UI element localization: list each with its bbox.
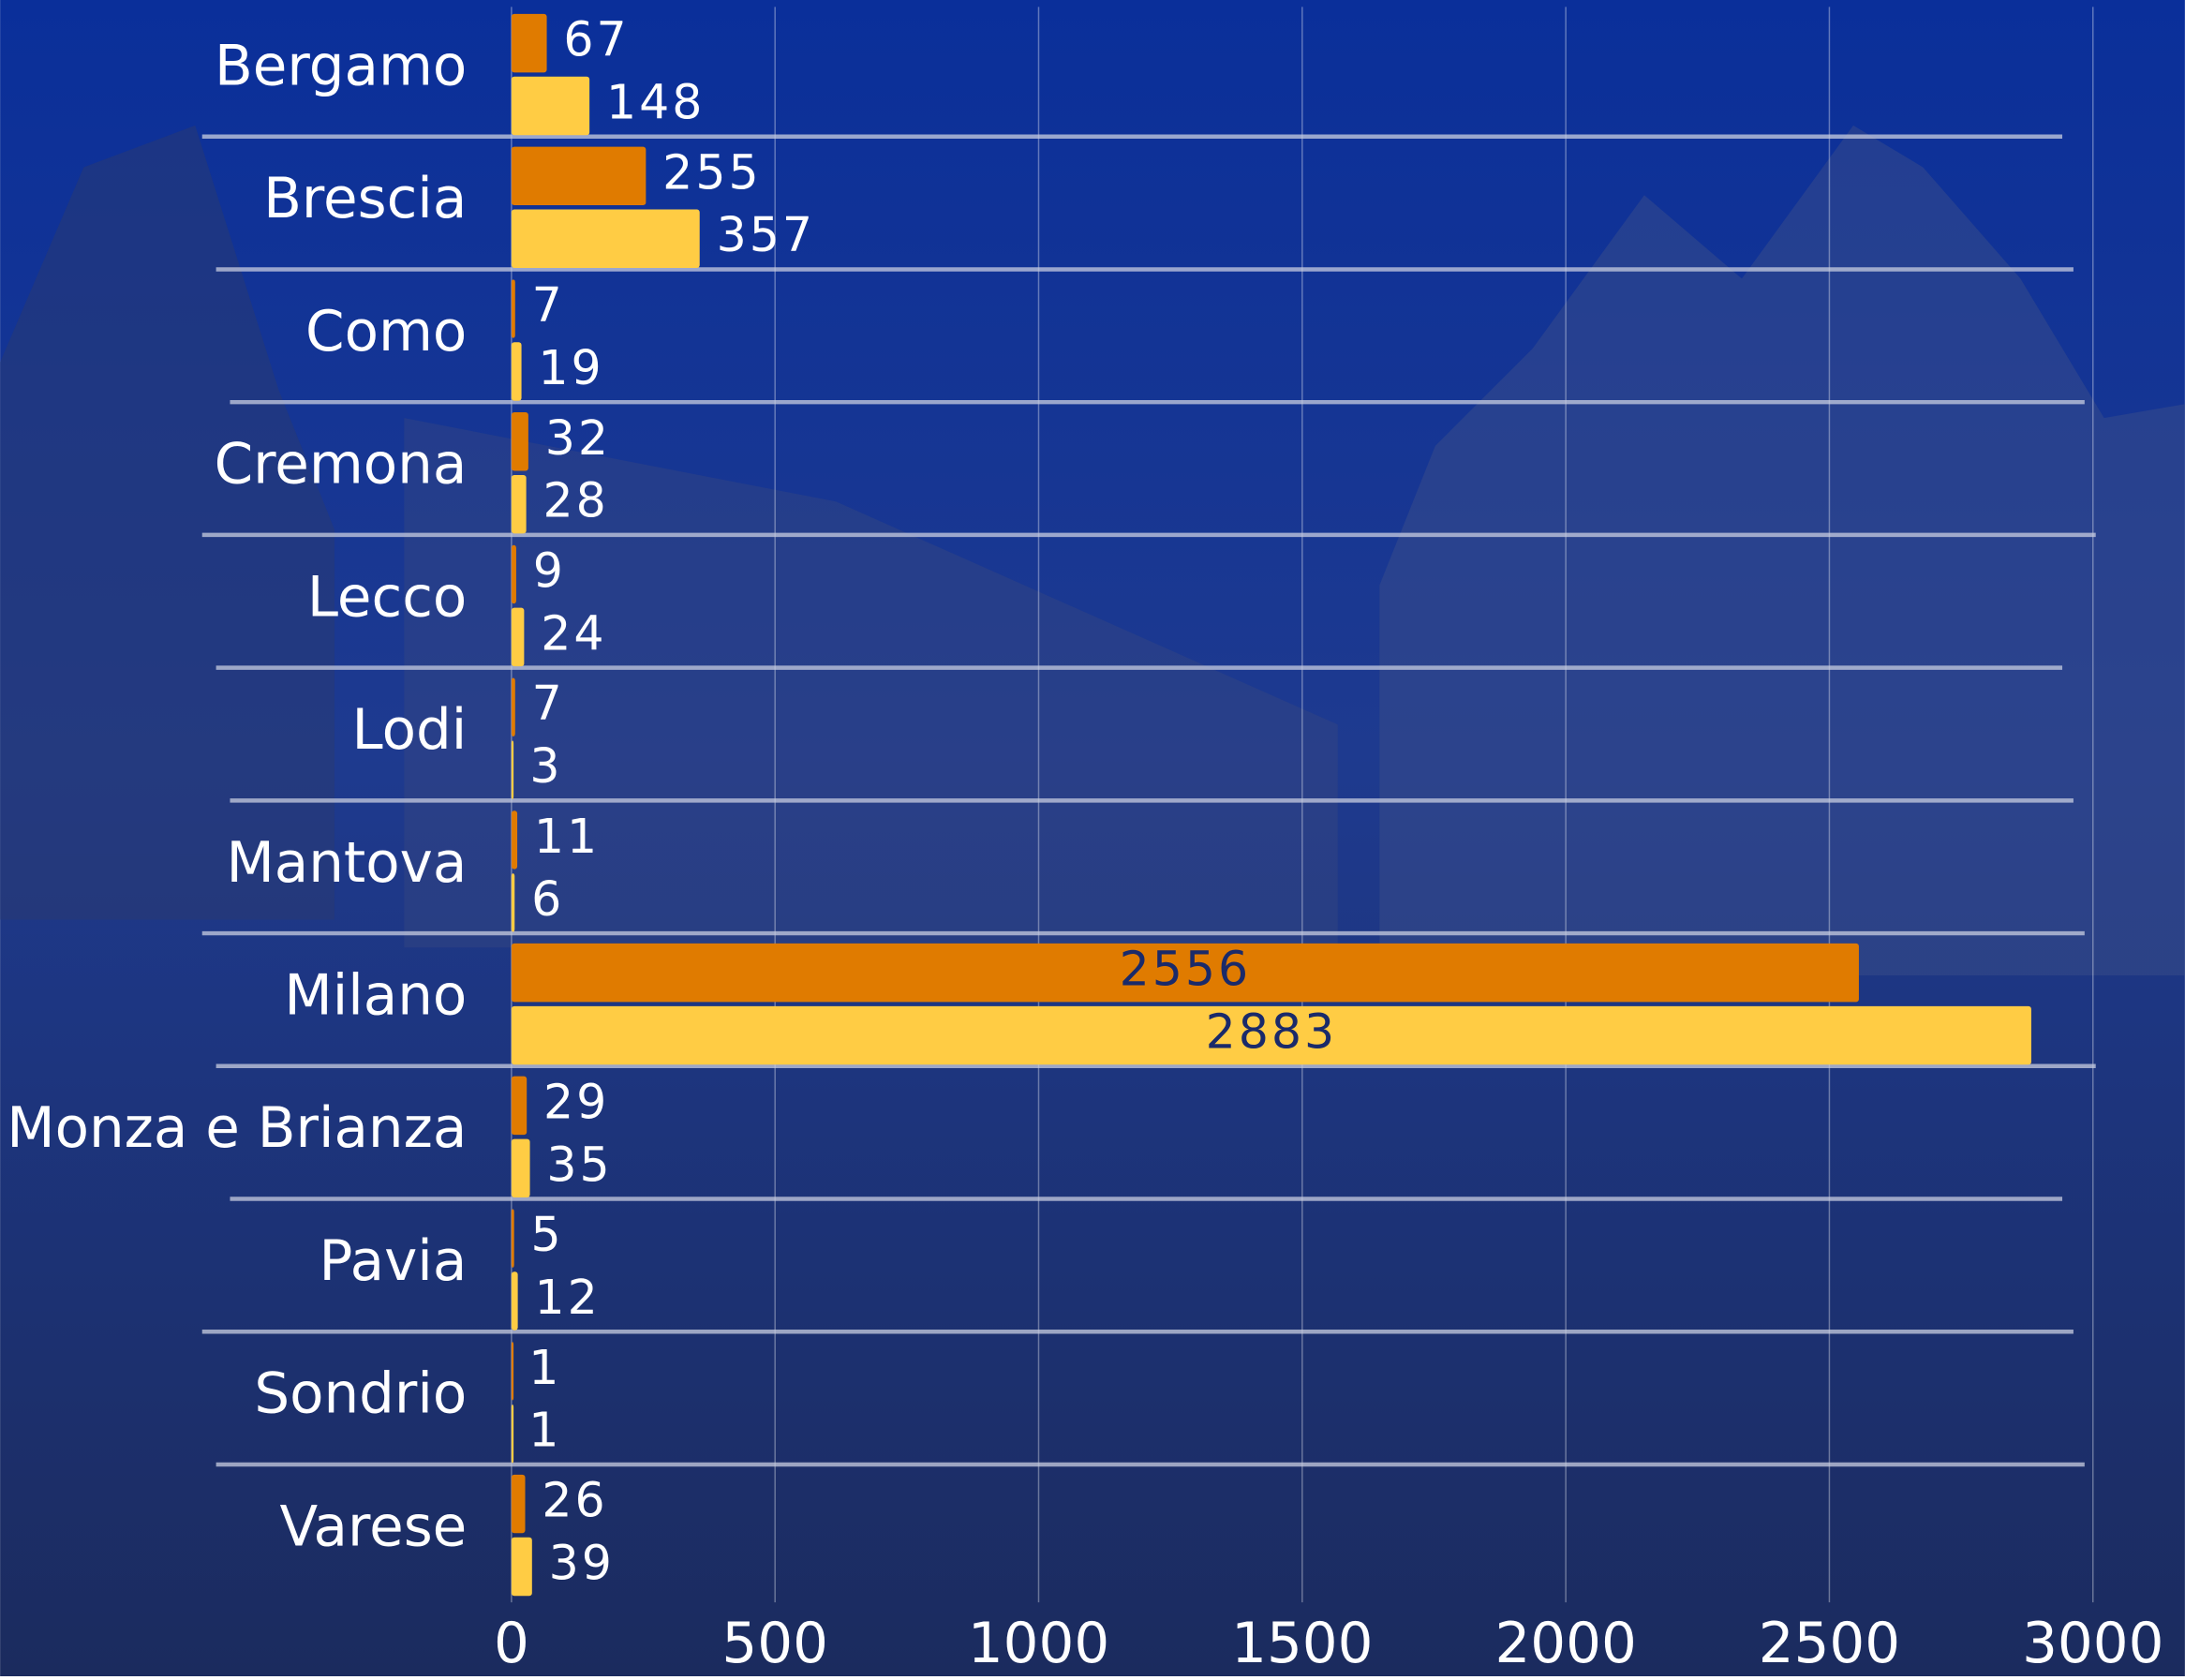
bar bbox=[512, 77, 589, 135]
bar bbox=[512, 1405, 513, 1463]
category-label: Pavia bbox=[319, 1229, 467, 1294]
category-label: Lecco bbox=[307, 565, 467, 630]
value-label: 24 bbox=[541, 605, 606, 661]
category-label: Monza e Brianza bbox=[7, 1096, 467, 1161]
bar bbox=[512, 1538, 532, 1596]
bar bbox=[512, 608, 525, 666]
category-label: Cremona bbox=[215, 433, 468, 498]
x-tick-label: 1500 bbox=[1231, 1612, 1373, 1676]
value-label: 6 bbox=[531, 871, 564, 927]
value-label: 67 bbox=[563, 12, 629, 67]
value-label: 35 bbox=[546, 1137, 612, 1192]
x-tick-label: 1000 bbox=[968, 1612, 1109, 1676]
bar bbox=[512, 147, 646, 205]
value-label: 357 bbox=[717, 207, 815, 262]
value-label: 148 bbox=[606, 75, 705, 130]
x-tick-label: 2500 bbox=[1759, 1612, 1900, 1676]
bar bbox=[512, 1271, 518, 1330]
bar bbox=[512, 279, 515, 337]
bar bbox=[512, 545, 516, 603]
value-label: 32 bbox=[545, 410, 611, 466]
value-label: 3 bbox=[529, 738, 562, 794]
category-label: Como bbox=[305, 300, 467, 364]
value-label: 28 bbox=[543, 473, 608, 528]
value-label: 1 bbox=[528, 1403, 561, 1458]
page: 0 500 1000 1500 2000 2500 3000 Bergamo Brescia Co… bbox=[0, 0, 2185, 1676]
bar bbox=[512, 677, 515, 736]
category-label: Sondrio bbox=[254, 1362, 467, 1427]
category-label: Brescia bbox=[263, 167, 467, 231]
value-label: 9 bbox=[533, 543, 566, 598]
chart: 0 500 1000 1500 2000 2500 3000 Bergamo Brescia Co… bbox=[0, 0, 2185, 1676]
value-label: 12 bbox=[534, 1270, 600, 1325]
category-label: Bergamo bbox=[215, 34, 467, 98]
value-label: 29 bbox=[543, 1074, 609, 1129]
category-label: Mantova bbox=[227, 831, 468, 896]
bar bbox=[512, 1139, 530, 1197]
x-tick-label: 3000 bbox=[2022, 1612, 2163, 1676]
value-label: 255 bbox=[662, 144, 761, 200]
value-label: 26 bbox=[542, 1473, 607, 1528]
bar bbox=[512, 1209, 514, 1267]
bar bbox=[512, 1077, 527, 1135]
value-label: 2556 bbox=[1120, 942, 1252, 997]
value-label: 1 bbox=[528, 1340, 561, 1395]
x-tick-label: 0 bbox=[494, 1612, 529, 1676]
value-label: 7 bbox=[532, 676, 565, 731]
bar bbox=[512, 475, 527, 533]
value-label: 2883 bbox=[1206, 1004, 1338, 1060]
bar bbox=[512, 810, 517, 869]
x-tick-label: 500 bbox=[721, 1612, 828, 1676]
value-label: 5 bbox=[531, 1207, 564, 1262]
value-label: 7 bbox=[532, 277, 565, 333]
bar bbox=[512, 14, 547, 72]
category-label: Milano bbox=[284, 964, 467, 1029]
value-label: 39 bbox=[549, 1535, 615, 1590]
bar bbox=[512, 1475, 526, 1533]
bar bbox=[512, 412, 528, 470]
bar bbox=[512, 1342, 513, 1400]
value-label: 19 bbox=[538, 340, 603, 395]
bar bbox=[512, 342, 522, 400]
bar bbox=[512, 210, 700, 268]
value-label: 11 bbox=[534, 809, 600, 864]
category-label: Varese bbox=[279, 1494, 467, 1559]
bar bbox=[512, 873, 514, 931]
category-label: Lodi bbox=[352, 698, 468, 763]
bar bbox=[512, 740, 513, 798]
x-tick-label: 2000 bbox=[1494, 1612, 1636, 1676]
